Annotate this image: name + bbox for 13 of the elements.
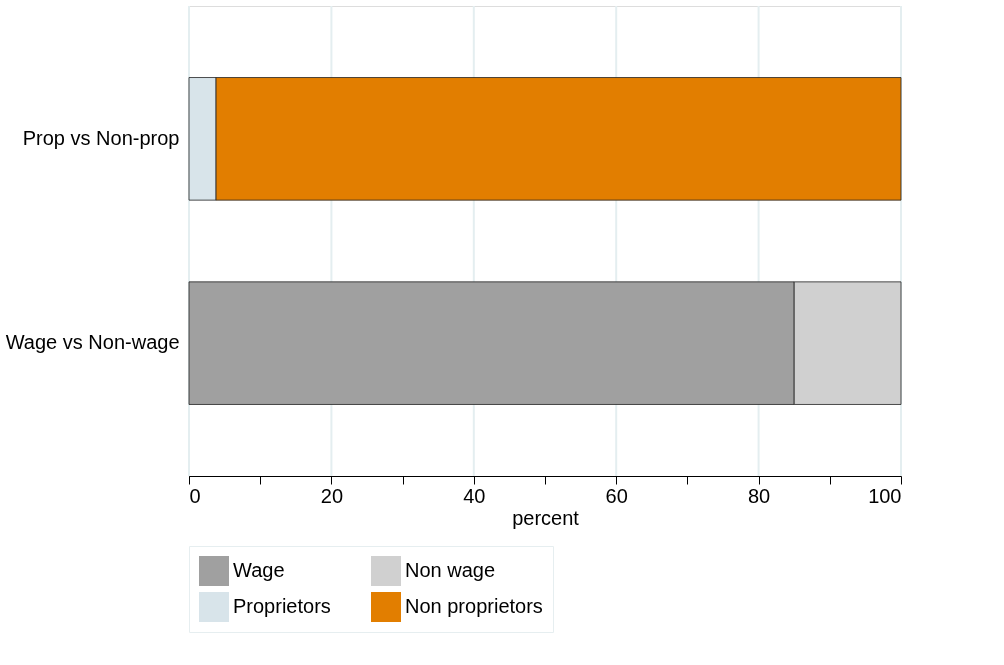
x-tick-label: 80 [747, 484, 771, 507]
x-axis-title: percent [512, 506, 580, 529]
x-tick-label: 60 [605, 484, 628, 507]
y-tick-label: Wage vs Non-wage [5, 331, 180, 354]
x-tick-label: 20 [320, 484, 344, 507]
legend-label: Proprietors [233, 595, 331, 617]
x-tick-label: 100 [868, 484, 902, 507]
legend-label: Non proprietors [405, 595, 543, 617]
legend-label: Non wage [405, 559, 496, 581]
x-tick-label: 40 [463, 484, 486, 507]
legend-label: Wage [233, 559, 285, 581]
y-tick-label: Prop vs Non-prop [22, 126, 180, 149]
x-tick-label: 0 [189, 484, 201, 507]
